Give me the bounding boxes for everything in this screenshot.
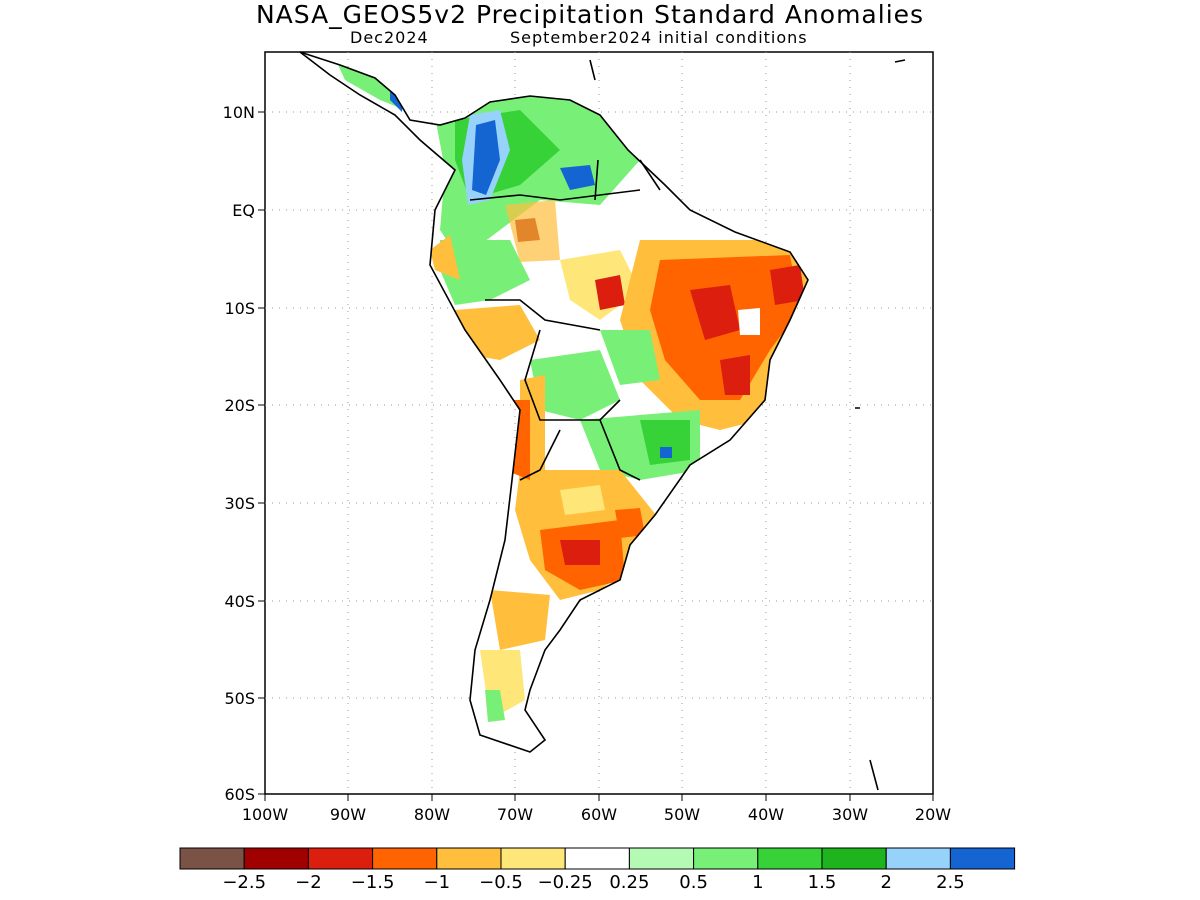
colorbar-swatch: [821, 847, 887, 870]
map-subtitle-init: September2024 initial conditions: [510, 28, 808, 47]
lat-tick-label: 60S: [224, 785, 255, 804]
lon-tick-label: 40W: [748, 805, 784, 824]
colorbar-swatch: [885, 847, 951, 870]
lat-tick-label: 20S: [224, 396, 255, 415]
map-title: NASA_GEOS5v2 Precipitation Standard Anom…: [255, 0, 925, 29]
colorbar-swatch: [307, 847, 374, 870]
lon-tick-label: 30W: [832, 805, 868, 824]
colorbar-swatch: [693, 847, 759, 870]
lon-tick-label: 100W: [242, 805, 289, 824]
colorbar-label: 1: [752, 872, 764, 893]
lon-tick-label: 60W: [581, 805, 617, 824]
colorbar-label: 1.5: [807, 872, 837, 893]
lat-tick-label: 10N: [223, 103, 255, 122]
lon-tick-label: 50W: [664, 805, 700, 824]
lon-tick-label: 20W: [915, 805, 951, 824]
colorbar-label: 0.25: [609, 872, 650, 893]
colorbar-label: −0.25: [537, 872, 593, 893]
colorbar-label: 0.5: [679, 872, 708, 893]
lat-tick-label: EQ: [232, 201, 255, 220]
lon-axis: 100W 90W 80W 70W 60W 50W 40W 30W 20W: [242, 794, 951, 824]
colorbar-swatch: [179, 847, 245, 870]
colorbar-swatch: [436, 847, 502, 870]
colorbar-swatch: [564, 847, 630, 870]
colorbar-swatch: [949, 847, 1016, 870]
colorbar-swatch: [500, 847, 566, 870]
colorbar-label: −2: [295, 872, 322, 893]
colorbar-swatch: [628, 847, 695, 870]
lat-tick-label: 10S: [224, 299, 255, 318]
colorbar: [179, 847, 1016, 870]
lon-tick-label: 90W: [330, 805, 366, 824]
lat-tick-label: 50S: [224, 689, 255, 708]
colorbar-swatch: [757, 847, 823, 870]
lat-axis: 10N EQ 10S 20S 30S 40S 50S 60S: [223, 103, 265, 804]
coastline-and-borders: [299, 51, 906, 791]
lon-tick-label: 70W: [497, 805, 533, 824]
colorbar-swatch: [372, 847, 438, 870]
colorbar-label: −1.5: [350, 872, 395, 893]
lat-tick-label: 30S: [224, 494, 255, 513]
colorbar-label: −1: [423, 872, 451, 893]
colorbar-label: −2.5: [222, 872, 267, 893]
colorbar-label: 2.5: [936, 872, 965, 893]
colorbar-swatch: [243, 847, 309, 870]
lat-tick-label: 40S: [224, 592, 255, 611]
colorbar-label: −0.5: [479, 872, 523, 893]
map-subtitle-month: Dec2024: [350, 28, 429, 47]
lon-tick-label: 80W: [414, 805, 450, 824]
colorbar-label: 2: [880, 872, 892, 893]
